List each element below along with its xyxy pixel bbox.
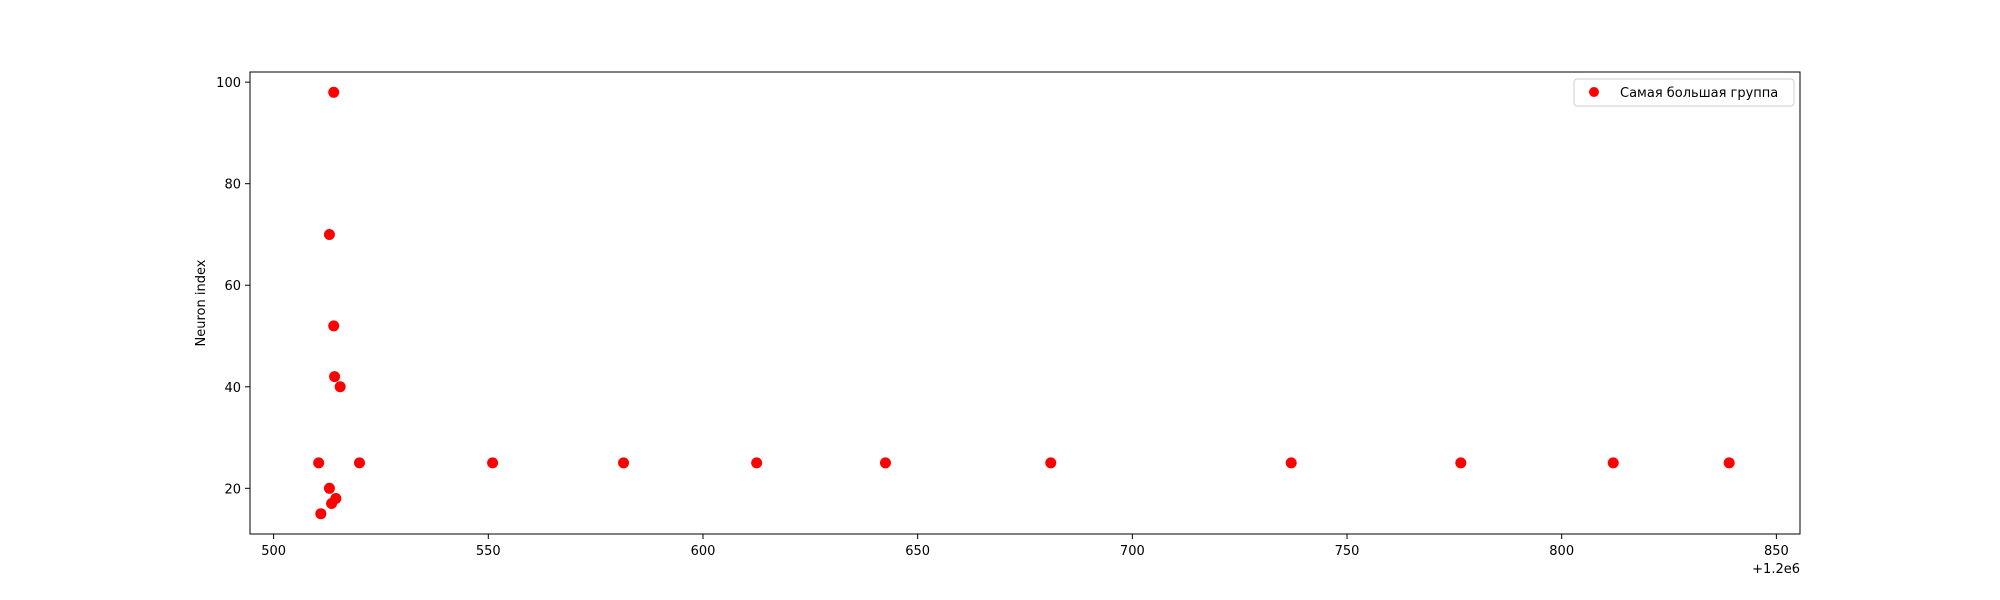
data-point: [328, 320, 340, 332]
data-point: [329, 371, 341, 383]
legend: Самая большая группа: [1573, 78, 1795, 107]
data-point: [313, 457, 325, 469]
data-point: [1607, 457, 1619, 469]
y-tick-label: 20: [224, 482, 241, 497]
y-tick-label: 60: [224, 279, 241, 294]
y-tick-label: 80: [224, 178, 241, 193]
data-point: [487, 457, 499, 469]
legend-box: [1573, 78, 1795, 107]
scatter-points: [313, 86, 1735, 520]
x-axis: 500 550 600 650 700 750 800 850: [261, 534, 1789, 559]
y-axis-label: Neuron index: [194, 259, 209, 346]
x-axis-offset-label: +1.2e6: [1752, 562, 1800, 577]
data-point: [751, 457, 763, 469]
x-tick-label: 550: [476, 544, 501, 559]
y-tick-label: 100: [216, 76, 241, 91]
y-tick-label: 40: [224, 381, 241, 396]
x-tick-label: 500: [261, 544, 286, 559]
data-point: [330, 492, 342, 504]
y-axis: 20 40 60 80 100: [216, 76, 250, 497]
x-tick-label: 600: [691, 544, 716, 559]
data-point: [879, 457, 891, 469]
data-point: [353, 457, 365, 469]
x-tick-label: 700: [1120, 544, 1145, 559]
plot-area-frame: [249, 71, 1801, 535]
x-tick-label: 750: [1335, 544, 1360, 559]
legend-label: Самая большая группа: [1620, 86, 1778, 101]
x-tick-label: 850: [1764, 544, 1789, 559]
data-point: [618, 457, 630, 469]
legend-marker: [1589, 87, 1599, 97]
data-point: [334, 381, 346, 393]
data-point: [1045, 457, 1057, 469]
data-point: [323, 228, 335, 240]
data-point: [1723, 457, 1735, 469]
x-tick-label: 800: [1549, 544, 1574, 559]
data-point: [328, 86, 340, 98]
data-point: [323, 482, 335, 494]
data-point: [1285, 457, 1297, 469]
x-tick-label: 650: [905, 544, 930, 559]
data-point: [315, 508, 327, 520]
data-point: [1455, 457, 1467, 469]
